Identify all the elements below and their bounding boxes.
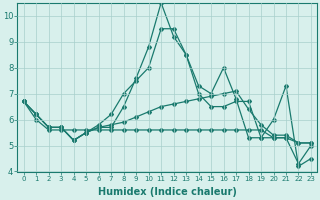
X-axis label: Humidex (Indice chaleur): Humidex (Indice chaleur) xyxy=(98,187,237,197)
